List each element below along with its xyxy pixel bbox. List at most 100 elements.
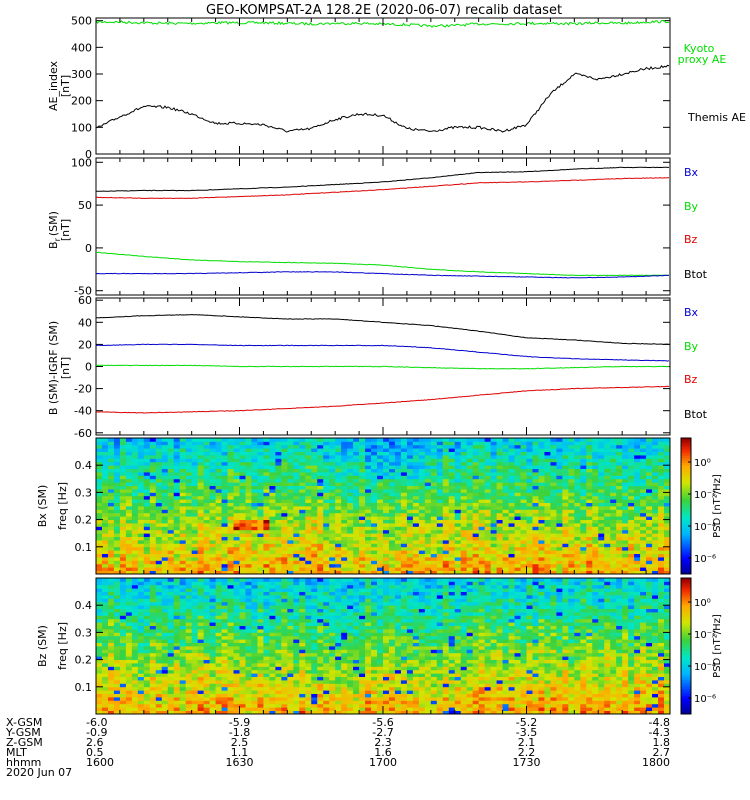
spectrogram-cell [119, 540, 127, 544]
spectrogram-cell [131, 683, 139, 688]
spectrogram-cell [466, 560, 474, 565]
y-tick-label: 500 [71, 15, 92, 28]
spectrogram-cell [167, 680, 175, 684]
spectrogram-cell [173, 663, 181, 667]
spectrogram-cell [209, 441, 216, 446]
spectrogram-cell [634, 468, 641, 473]
spectrogram-cell [185, 536, 193, 541]
spectrogram-cell [550, 509, 557, 514]
spectrogram-cell [179, 618, 187, 623]
spectrogram-cell [305, 485, 312, 490]
spectrogram-cell [137, 529, 145, 534]
spectrogram-cell [275, 516, 282, 520]
spectrogram-cell [257, 492, 264, 497]
spectrogram-cell [652, 543, 659, 548]
spectrogram-cell [191, 540, 199, 544]
spectrogram-cell [281, 526, 288, 531]
spectrogram-cell [484, 543, 492, 548]
spectrogram-cell [293, 546, 300, 551]
spectrogram-cell [125, 639, 133, 643]
spectrogram-cell [143, 438, 151, 442]
spectrogram-cell [203, 588, 211, 592]
spectrogram-cell [113, 615, 121, 620]
spectrogram-cell [215, 529, 222, 534]
spectrogram-cell [155, 618, 163, 623]
spectrogram-cell [430, 523, 438, 527]
spectrogram-cell [520, 506, 527, 510]
spectrogram-cell [460, 455, 468, 459]
spectrogram-cell [394, 438, 402, 442]
spectrogram-cell [155, 557, 163, 561]
spectrogram-cell [155, 451, 163, 456]
spectrogram-cell [532, 550, 539, 554]
spectrogram-cell [107, 707, 115, 711]
spectrogram-cell [610, 512, 617, 517]
spectrogram-cell [490, 448, 498, 452]
spectrogram-cell [442, 441, 450, 446]
spectrogram-cell [359, 550, 366, 554]
spectrogram-cell [377, 550, 384, 554]
spectrogram-cell [269, 516, 276, 520]
spectrogram-cell [143, 444, 151, 449]
spectrogram-cell [197, 680, 205, 684]
spectrogram-cell [412, 570, 420, 575]
spectrogram-cell [119, 553, 127, 558]
spectrogram-cell [287, 492, 294, 497]
spectrogram-cell [466, 451, 474, 456]
spectrogram-cell [502, 468, 509, 473]
spectrogram-cell [215, 482, 222, 486]
spectrogram-cell [143, 625, 151, 630]
spectrogram-cell [107, 697, 115, 701]
spectrogram-cell [191, 444, 199, 449]
spectrogram-cell [394, 461, 402, 466]
spectrogram-cell [251, 506, 258, 510]
spectrogram-cell [191, 601, 199, 606]
spectrogram-cell [113, 690, 121, 694]
spectrogram-cell [101, 622, 109, 626]
spectrogram-cell [400, 567, 408, 571]
spectrogram-cell [610, 509, 617, 514]
spectrogram-cell [107, 540, 115, 544]
spectrogram-cell [532, 455, 539, 459]
spectrogram-cell [281, 465, 288, 469]
y-tick-label: 0.3 [75, 486, 93, 499]
spectrogram-cell [394, 560, 402, 565]
spectrogram-cell [215, 448, 222, 452]
spectrogram-cell [203, 444, 211, 449]
spectrogram-cell [550, 461, 557, 466]
spectrogram-cell [586, 523, 593, 527]
spectrogram-cell [520, 478, 527, 483]
spectrogram-cell [341, 438, 348, 442]
spectrogram-cell [580, 458, 587, 463]
spectrogram-cell [359, 506, 366, 510]
spectrogram-cell [490, 557, 498, 561]
spectrogram-cell [568, 502, 575, 507]
spectrogram-cell [628, 509, 635, 514]
spectrogram-cell [269, 502, 276, 507]
spectrogram-cell [418, 516, 426, 520]
spectrogram-cell [167, 533, 175, 537]
spectrogram-cell [574, 461, 581, 466]
spectrogram-cell [203, 581, 211, 586]
spectrogram-cell [400, 499, 408, 503]
spectrogram-cell [101, 683, 109, 688]
spectrogram-cell [341, 485, 348, 490]
spectrogram-cell [496, 512, 503, 517]
spectrogram-cell [137, 591, 145, 596]
spectrogram-cell [281, 502, 288, 507]
spectrogram-cell [502, 444, 509, 449]
spectrogram-cell [394, 509, 402, 514]
spectrogram-cell [299, 495, 306, 500]
spectrogram-cell [454, 546, 462, 551]
spectrogram-cell [448, 536, 456, 541]
spectrogram-cell [383, 523, 390, 527]
spectrogram-cell [263, 468, 270, 473]
spectrogram-cell [239, 465, 246, 469]
spectrogram-cell [628, 546, 635, 551]
spectrogram-cell [388, 478, 396, 483]
spectrogram-cell [161, 461, 169, 466]
spectrogram-cell [143, 526, 151, 531]
spectrogram-cell [371, 506, 378, 510]
spectrogram-cell [508, 540, 515, 544]
spectrogram-cell [197, 563, 205, 568]
